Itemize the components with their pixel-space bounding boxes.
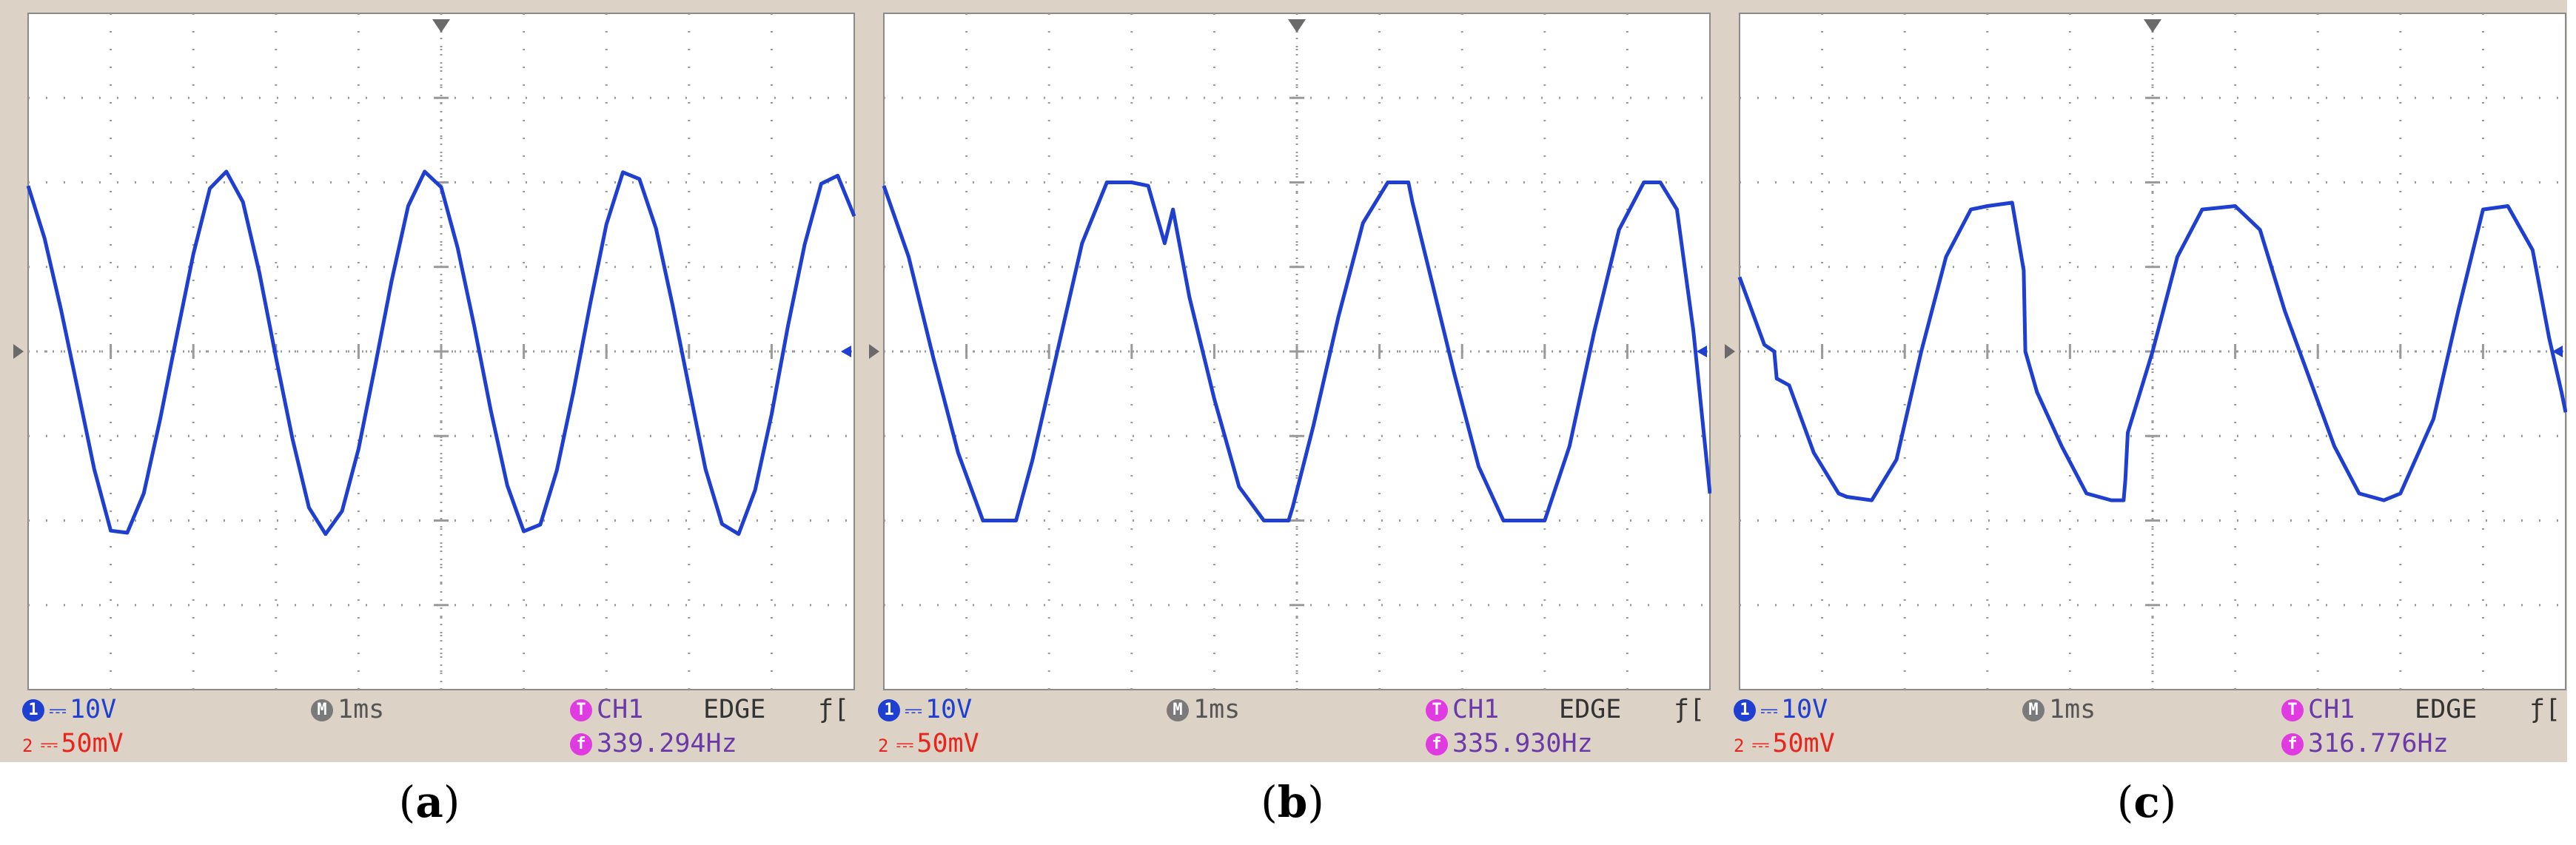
ground-marker-icon: [869, 344, 879, 359]
status-bar-c: 1 ⎓ 10V 2 ⎓ 50mV M 1ms T CH1 EDGE ƒ[ f 316.776H…: [1711, 693, 2567, 762]
ch1-badge-icon: 1: [1734, 699, 1756, 721]
ch2-scale: 50mV: [916, 729, 979, 758]
frequency-badge-icon: f: [570, 733, 592, 755]
ground-marker-icon: [13, 344, 24, 359]
ch1-scale: 10V: [1780, 695, 1828, 724]
ground-marker-icon: [1725, 344, 1735, 359]
timebase-readout: M 1ms: [2022, 693, 2096, 727]
dc-coupling-icon: ⎓: [40, 732, 58, 758]
trigger-type: EDGE: [2415, 695, 2478, 724]
trigger-slope-icon: ƒ[: [1674, 695, 1705, 724]
dc-coupling-icon: ⎓: [1760, 698, 1778, 724]
ch1-badge-icon: 1: [22, 699, 44, 721]
ch2-readout: 2 ⎓ 50mV: [1734, 727, 1835, 763]
caption-b: (b): [1261, 777, 1324, 827]
trigger-position-marker-icon: [432, 19, 450, 33]
caption-letter: b: [1277, 777, 1308, 827]
ch1-trace: [1737, 201, 2567, 502]
trigger-badge-icon: T: [570, 699, 592, 721]
status-bar-b: 1 ⎓ 10V 2 ⎓ 50mV M 1ms T CH1 EDGE ƒ[ f 335.930H…: [856, 693, 1711, 762]
dc-coupling-icon: ⎓: [49, 698, 67, 724]
ch1-trace: [882, 181, 1711, 522]
ch2-label: 2: [1734, 735, 1745, 756]
trigger-position-marker-icon: [2144, 19, 2161, 33]
ch1-scale: 10V: [925, 695, 973, 724]
dc-coupling-icon: ⎓: [896, 732, 913, 758]
scope-screen-a: [13, 13, 856, 690]
frequency: 335.930Hz: [1452, 729, 1593, 758]
ch2-scale: 50mV: [61, 729, 124, 758]
ch1-readout: 1 ⎓ 10V: [22, 693, 116, 728]
trigger-level-marker-icon: [1697, 346, 1707, 357]
scope-screen-b: [869, 13, 1711, 690]
trigger-level-marker-icon: [2552, 346, 2563, 357]
dc-coupling-icon: ⎓: [1751, 732, 1769, 758]
ch1-scale: 10V: [69, 695, 117, 724]
ch2-label: 2: [878, 735, 889, 756]
caption-letter: c: [2133, 777, 2160, 827]
trigger-slope-icon: ƒ[: [2529, 695, 2561, 724]
ch2-readout: 2 ⎓ 50mV: [878, 727, 979, 763]
frequency-readout: f 335.930Hz: [1426, 727, 1593, 761]
ch1-readout: 1 ⎓ 10V: [1734, 693, 1828, 728]
timebase-badge-icon: M: [2022, 699, 2045, 721]
timebase-readout: M 1ms: [311, 693, 384, 727]
caption-a: (a): [398, 777, 460, 827]
trigger-readout: T CH1: [2281, 693, 2355, 727]
scope-panel-c: 1 ⎓ 10V 2 ⎓ 50mV M 1ms T CH1 EDGE ƒ[ f 316.776H…: [1711, 0, 2567, 762]
trigger-badge-icon: T: [2281, 699, 2304, 721]
frequency-badge-icon: f: [2281, 733, 2304, 755]
trigger-source: CH1: [1452, 695, 1500, 724]
frequency-readout: f 339.294Hz: [570, 727, 737, 761]
frequency: 316.776Hz: [2308, 729, 2449, 758]
scope-panel-b: 1 ⎓ 10V 2 ⎓ 50mV M 1ms T CH1 EDGE ƒ[ f 335.930H…: [856, 0, 1711, 762]
dc-coupling-icon: ⎓: [905, 698, 922, 724]
caption-c: (c): [2116, 777, 2177, 827]
graticule: [884, 13, 1710, 690]
ch2-readout: 2 ⎓ 50mV: [22, 727, 124, 763]
trigger-source: CH1: [2308, 695, 2355, 724]
trigger-type: EDGE: [703, 695, 766, 724]
scope-panel-a: 1 ⎓ 10V 2 ⎓ 50mV M 1ms T CH1 EDGE ƒ[ f 339.294H…: [0, 0, 856, 762]
timebase: 1ms: [1193, 695, 1241, 724]
trigger-readout: T CH1: [570, 693, 643, 727]
trigger-position-marker-icon: [1288, 19, 1306, 33]
ch1-readout: 1 ⎓ 10V: [878, 693, 972, 728]
scope-screen-c: [1725, 13, 2567, 690]
ch2-scale: 50mV: [1772, 729, 1835, 758]
timebase-badge-icon: M: [311, 699, 333, 721]
trigger-source: CH1: [597, 695, 644, 724]
trigger-slope-icon: ƒ[: [818, 695, 850, 724]
ch1-trace: [26, 169, 856, 536]
frequency-badge-icon: f: [1426, 733, 1448, 755]
timebase-badge-icon: M: [1167, 699, 1189, 721]
timebase: 1ms: [338, 695, 385, 724]
timebase-readout: M 1ms: [1167, 693, 1240, 727]
ch1-badge-icon: 1: [878, 699, 900, 721]
caption-letter: a: [415, 777, 443, 827]
trigger-readout: T CH1: [1426, 693, 1499, 727]
frequency-readout: f 316.776Hz: [2281, 727, 2449, 761]
trigger-type: EDGE: [1559, 695, 1622, 724]
frequency: 339.294Hz: [597, 729, 737, 758]
trigger-level-marker-icon: [841, 346, 851, 357]
ch2-label: 2: [22, 735, 33, 756]
timebase: 1ms: [2049, 695, 2096, 724]
status-bar-a: 1 ⎓ 10V 2 ⎓ 50mV M 1ms T CH1 EDGE ƒ[ f 339.294H…: [0, 693, 856, 762]
trigger-badge-icon: T: [1426, 699, 1448, 721]
